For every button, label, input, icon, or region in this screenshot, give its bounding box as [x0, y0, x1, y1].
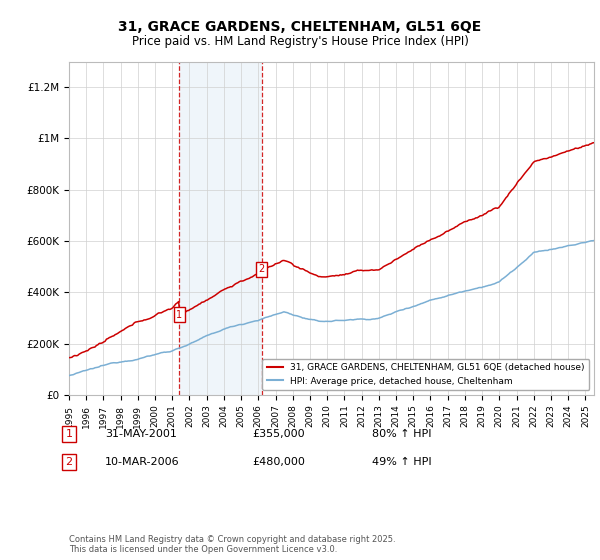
Legend: 31, GRACE GARDENS, CHELTENHAM, GL51 6QE (detached house), HPI: Average price, de: 31, GRACE GARDENS, CHELTENHAM, GL51 6QE … — [262, 359, 589, 390]
Text: 2: 2 — [65, 457, 73, 467]
Text: 1: 1 — [176, 310, 182, 320]
Text: 1: 1 — [65, 429, 73, 439]
Text: 31-MAY-2001: 31-MAY-2001 — [105, 429, 177, 439]
Text: 2: 2 — [259, 264, 265, 274]
Text: Price paid vs. HM Land Registry's House Price Index (HPI): Price paid vs. HM Land Registry's House … — [131, 35, 469, 48]
Text: 80% ↑ HPI: 80% ↑ HPI — [372, 429, 431, 439]
Text: 31, GRACE GARDENS, CHELTENHAM, GL51 6QE: 31, GRACE GARDENS, CHELTENHAM, GL51 6QE — [118, 20, 482, 34]
Bar — [179, 62, 262, 395]
Text: 10-MAR-2006: 10-MAR-2006 — [105, 457, 179, 467]
Text: £480,000: £480,000 — [252, 457, 305, 467]
Text: £355,000: £355,000 — [252, 429, 305, 439]
Text: Contains HM Land Registry data © Crown copyright and database right 2025.
This d: Contains HM Land Registry data © Crown c… — [69, 535, 395, 554]
Text: 49% ↑ HPI: 49% ↑ HPI — [372, 457, 431, 467]
